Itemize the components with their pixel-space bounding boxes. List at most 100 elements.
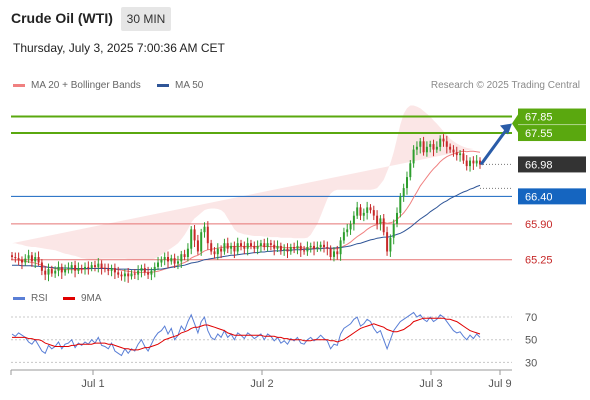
candle-up — [130, 273, 133, 277]
candle-up — [57, 266, 60, 271]
price-level-tags: 67.85 67.55 66.98 66.40 65.90 65.25 — [512, 108, 586, 267]
candle-down — [103, 268, 106, 270]
candle-up — [157, 262, 159, 267]
legend-ma20: MA 20 + Bollinger Bands — [13, 80, 141, 91]
candle-up — [163, 257, 166, 260]
legend-9ma: 9MA — [63, 293, 102, 304]
candle-down — [100, 263, 103, 268]
legend-rsi-label: RSI — [31, 293, 48, 304]
candle-down — [226, 243, 229, 249]
candle-up — [425, 146, 428, 153]
candle-up — [276, 245, 279, 249]
chart-header: Crude Oil (WTI) 30 MIN — [0, 0, 590, 36]
candle-up — [389, 237, 392, 252]
candle-up — [309, 245, 312, 247]
candle-up — [379, 218, 382, 224]
candle-down — [449, 146, 452, 150]
candle-up — [137, 270, 140, 275]
candle-down — [233, 245, 236, 252]
candle-up — [333, 251, 335, 257]
candle-up — [24, 258, 27, 263]
candle-up — [349, 223, 352, 230]
candle-down — [240, 243, 242, 246]
timeframe-badge[interactable]: 30 MIN — [121, 7, 171, 31]
candlesticks — [11, 134, 481, 283]
legend-ma50-label: MA 50 — [175, 80, 204, 91]
candle-down — [107, 269, 110, 271]
price-tag-65.25: 65.25 — [525, 255, 553, 267]
legend-ma20-label: MA 20 + Bollinger Bands — [31, 80, 141, 91]
candle-down — [472, 160, 475, 164]
candle-up — [97, 263, 100, 267]
candle-up — [203, 226, 206, 233]
candle-up — [439, 138, 442, 147]
candle-down — [422, 141, 425, 153]
target-tag-pointer — [512, 114, 518, 133]
x-tick-label: Jul 9 — [488, 378, 511, 390]
candle-down — [382, 218, 385, 233]
candle-down — [369, 207, 372, 211]
datetime-label: Thursday, July 3, 2025 7:00:36 AM CET — [13, 41, 225, 55]
candle-up — [84, 266, 86, 270]
price-tag-66.98: 66.98 — [525, 159, 553, 171]
candle-down — [455, 152, 458, 156]
candle-up — [469, 160, 471, 167]
candle-up — [412, 149, 415, 164]
candle-up — [306, 247, 309, 252]
legend-rsi: RSI — [13, 293, 48, 304]
candle-up — [140, 268, 143, 271]
candle-up — [283, 248, 286, 251]
bollinger-bands — [12, 105, 474, 260]
candle-down — [213, 251, 216, 255]
candle-down — [293, 247, 296, 249]
candle-up — [180, 254, 183, 262]
candle-down — [206, 226, 209, 244]
rsi-swatch — [13, 296, 25, 300]
candle-down — [127, 273, 130, 277]
bollinger-band-fill — [12, 105, 474, 260]
candle-down — [326, 247, 329, 249]
candle-down — [445, 141, 448, 147]
candle-down — [60, 266, 63, 273]
rsi-tick-label: 50 — [525, 335, 537, 347]
time-axis: Jul 1 Jul 2 Jul 3 Jul 9 — [10, 369, 512, 390]
candle-up — [110, 268, 113, 271]
candle-up — [339, 240, 342, 255]
candle-up — [150, 270, 153, 275]
forecast-arrow-head — [500, 123, 512, 135]
candle-down — [376, 215, 379, 224]
candle-up — [70, 265, 73, 268]
candle-up — [296, 245, 299, 249]
candle-up — [419, 141, 422, 147]
candle-down — [253, 245, 256, 249]
candle-down — [117, 272, 120, 275]
candle-up — [266, 243, 269, 248]
forecast-arrow — [479, 123, 512, 166]
candle-up — [200, 232, 203, 252]
candle-up — [342, 232, 345, 241]
candle-up — [356, 207, 359, 216]
candle-down — [74, 265, 77, 271]
candle-up — [153, 266, 156, 271]
candle-up — [54, 270, 57, 274]
research-credit: Research © 2025 Trading Central — [430, 80, 580, 91]
candle-down — [30, 255, 33, 262]
candle-down — [303, 250, 306, 252]
candle-down — [269, 243, 272, 245]
candle-down — [329, 248, 332, 257]
candle-down — [250, 243, 252, 246]
candle-down — [87, 266, 90, 268]
candle-down — [120, 274, 123, 277]
candle-up — [475, 160, 478, 164]
rsi-tick-label: 70 — [525, 312, 537, 324]
candle-up — [160, 259, 163, 263]
candle-down — [323, 244, 325, 247]
candle-down — [40, 262, 43, 271]
price-tag-66.40-bg — [518, 188, 586, 205]
candle-down — [273, 244, 276, 249]
candle-down — [21, 259, 23, 263]
candle-down — [113, 268, 116, 273]
legend-ma50: MA 50 — [157, 80, 203, 91]
candle-up — [402, 188, 405, 197]
